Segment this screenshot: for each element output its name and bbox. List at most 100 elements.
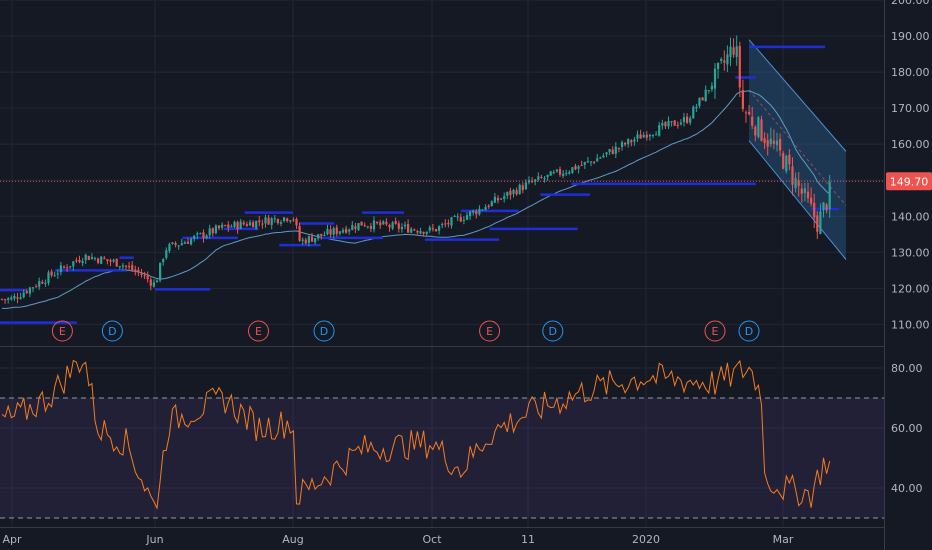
candle-body xyxy=(655,134,658,136)
candle-body xyxy=(472,210,475,213)
dividend-circle[interactable] xyxy=(101,320,123,342)
candle-body xyxy=(273,218,276,220)
candle-body xyxy=(735,46,738,57)
earnings-marker[interactable]: E xyxy=(704,320,726,342)
candle-body xyxy=(760,119,763,141)
candle-body xyxy=(134,269,137,272)
candle-body xyxy=(692,106,695,119)
dividend-marker[interactable]: D xyxy=(738,320,760,342)
candle-body xyxy=(202,232,205,239)
earnings-marker[interactable]: E xyxy=(248,320,269,342)
candle-body xyxy=(785,155,788,172)
candle-body xyxy=(332,228,335,235)
candle-body xyxy=(741,89,744,109)
earnings-circle[interactable] xyxy=(479,320,501,342)
candle-body xyxy=(645,134,648,138)
candle-body xyxy=(469,211,472,217)
channel-upper-line[interactable] xyxy=(748,39,847,152)
earnings-marker[interactable]: E xyxy=(479,320,501,342)
descending-channel[interactable] xyxy=(748,39,847,260)
candle-body xyxy=(310,236,314,242)
candle-body xyxy=(171,242,174,244)
channel-fill[interactable] xyxy=(749,39,846,260)
channel-lower-line[interactable] xyxy=(748,140,847,260)
price-tick-label: 140.00 xyxy=(891,210,930,223)
rsi-tick-label: 80.00 xyxy=(891,362,923,375)
rsi-series xyxy=(1,359,831,510)
candle-body xyxy=(775,140,779,146)
candle-body xyxy=(72,261,75,267)
earnings-marker[interactable]: E xyxy=(51,320,73,342)
candle-body xyxy=(239,221,242,229)
candle-body xyxy=(732,47,735,55)
candle-body xyxy=(199,232,202,234)
candle-body xyxy=(53,275,56,277)
dividend-circle[interactable] xyxy=(738,320,760,342)
dividend-marker[interactable]: D xyxy=(542,320,564,342)
candle-body xyxy=(512,189,515,194)
candle-body xyxy=(633,139,636,142)
candle-body xyxy=(782,153,785,169)
dividend-marker[interactable]: D xyxy=(313,320,335,342)
earnings-circle[interactable] xyxy=(704,320,726,342)
candle-body xyxy=(211,228,214,234)
candle-body xyxy=(174,243,177,246)
candle-body xyxy=(589,161,593,163)
candle-body xyxy=(676,124,679,126)
candle-body xyxy=(478,208,481,215)
candle-body xyxy=(682,117,686,122)
candle-body xyxy=(307,236,310,243)
candle-body xyxy=(828,182,831,210)
candle-body xyxy=(434,229,438,232)
dividend-circle[interactable] xyxy=(542,320,564,342)
candle-body xyxy=(599,157,602,159)
candle-body xyxy=(81,261,84,264)
candle-body xyxy=(822,202,825,211)
candle-body xyxy=(487,205,490,208)
rsi-axis[interactable]: 40.00 60.00 80.00 xyxy=(891,362,923,495)
candle-body xyxy=(602,155,605,158)
candle-body xyxy=(140,273,143,276)
earnings-circle[interactable] xyxy=(51,320,73,342)
candle-body xyxy=(31,287,35,289)
candle-body xyxy=(124,265,128,267)
candle-body xyxy=(366,226,369,228)
candle-body xyxy=(298,226,301,241)
candle-body xyxy=(286,218,289,222)
candle-body xyxy=(754,126,757,136)
candle-body xyxy=(314,238,317,243)
candle-body xyxy=(7,298,10,300)
candle-body xyxy=(549,171,552,176)
candle-body xyxy=(509,190,512,196)
candle-body xyxy=(267,217,270,225)
candle-body xyxy=(689,118,692,123)
candle-body xyxy=(450,217,453,226)
candle-body xyxy=(763,138,766,144)
candle-body xyxy=(748,111,751,115)
candle-body xyxy=(106,259,109,261)
candle-body xyxy=(317,234,320,239)
candle-body xyxy=(444,223,447,225)
candle-body xyxy=(720,58,723,61)
dividend-marker[interactable]: D xyxy=(101,320,123,342)
candle-body xyxy=(459,217,462,222)
candle-body xyxy=(62,266,66,268)
candle-body xyxy=(441,224,444,226)
dividend-label: D xyxy=(108,325,116,338)
candle-body xyxy=(810,197,813,204)
dividend-circle[interactable] xyxy=(313,320,335,342)
candle-body xyxy=(376,221,379,224)
candle-body xyxy=(301,239,304,241)
time-tick-label: Jun xyxy=(145,533,163,546)
candle-body xyxy=(825,204,828,211)
candle-body xyxy=(146,275,149,280)
earnings-circle[interactable] xyxy=(248,320,269,342)
candle-body xyxy=(22,292,25,298)
time-axis[interactable]: Apr Jun Aug Oct 11 2020 Mar xyxy=(2,533,793,546)
candle-body xyxy=(66,267,69,269)
candle-body xyxy=(230,226,233,228)
candle-body xyxy=(431,228,434,230)
